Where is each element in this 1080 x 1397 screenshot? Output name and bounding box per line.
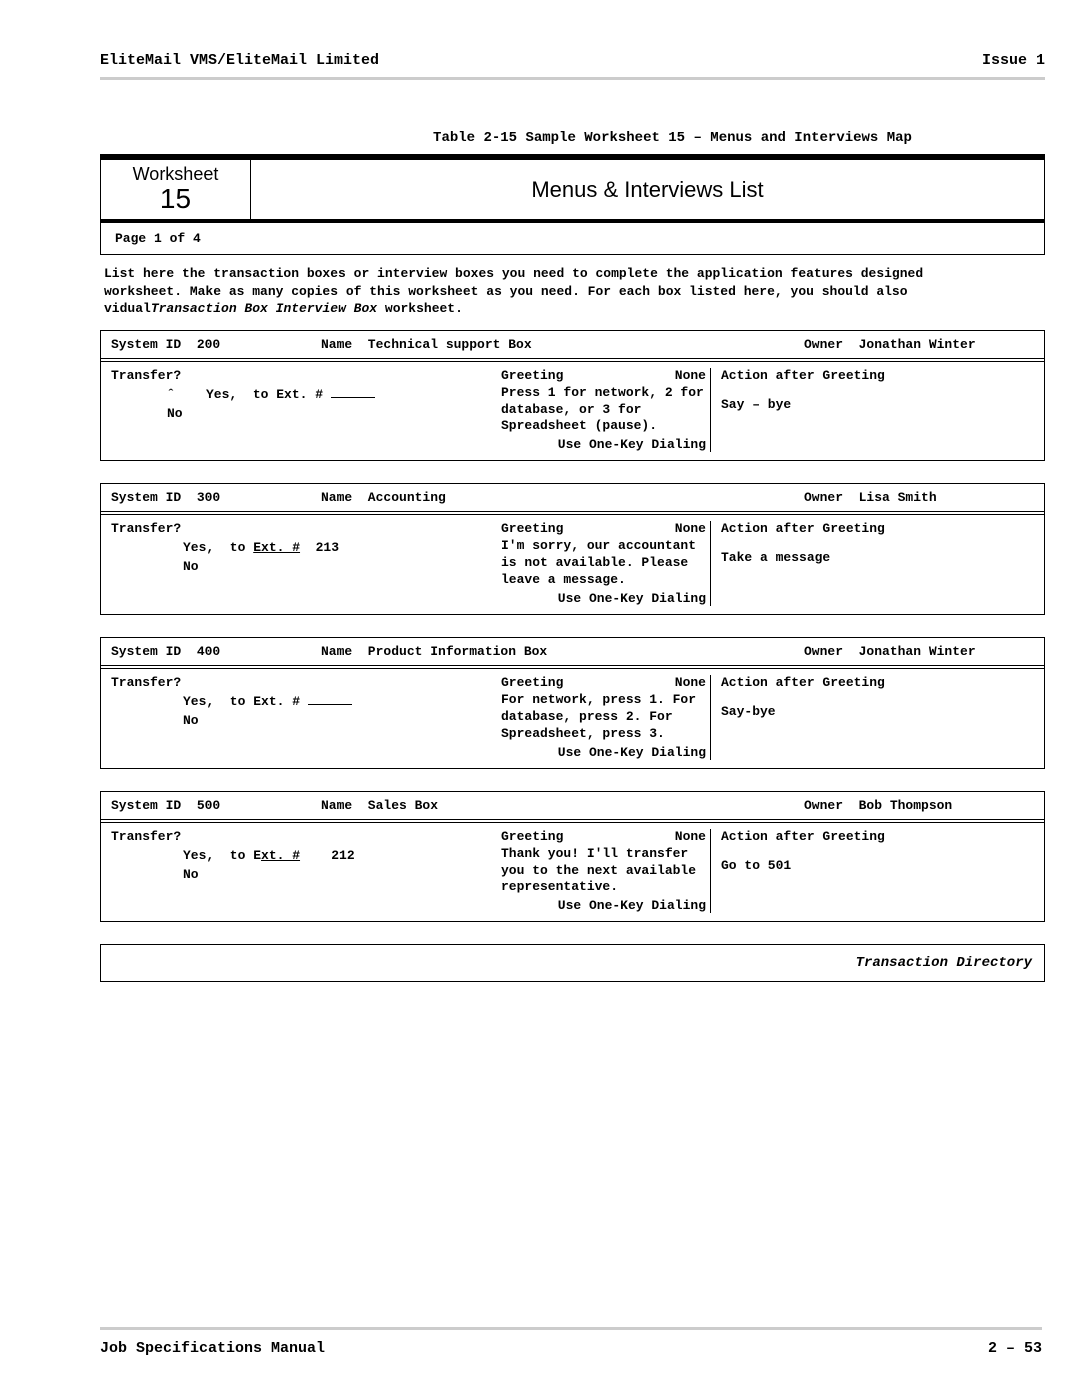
box-header: System ID 300 Name Accounting Owner Lisa… bbox=[101, 484, 1044, 515]
instr-line3d: worksheet. bbox=[385, 301, 463, 316]
box-header: System ID 200 Name Technical support Box… bbox=[101, 331, 1044, 362]
action-column: Action after Greeting Say-bye bbox=[711, 675, 1034, 760]
action-text: Go to 501 bbox=[721, 858, 1034, 873]
transfer-label: Transfer? bbox=[111, 829, 501, 844]
transfer-column: Transfer? Yes, to Ext. # 213 No bbox=[111, 521, 501, 606]
transaction-box: System ID 300 Name Accounting Owner Lisa… bbox=[100, 483, 1045, 615]
greeting-text: I'm sorry, our accountant is not availab… bbox=[501, 538, 706, 589]
box-name: Name Product Information Box bbox=[321, 644, 804, 659]
system-id: System ID 300 bbox=[111, 490, 321, 505]
worksheet-number-cell: Worksheet 15 bbox=[101, 160, 251, 219]
action-title: Action after Greeting bbox=[721, 368, 1034, 383]
action-column: Action after Greeting Say – bye bbox=[711, 368, 1034, 453]
greeting-footer: Use One-Key Dialing bbox=[501, 898, 706, 913]
box-name: Name Accounting bbox=[321, 490, 804, 505]
transfer-no: No bbox=[111, 713, 501, 728]
worksheet-header: Worksheet 15 Menus & Interviews List bbox=[100, 154, 1045, 223]
transaction-box: System ID 500 Name Sales Box Owner Bob T… bbox=[100, 791, 1045, 923]
instructions: List here the transaction boxes or inter… bbox=[104, 265, 1041, 318]
page-footer: Job Specifications Manual 2 – 53 bbox=[100, 1327, 1042, 1357]
system-id: System ID 400 bbox=[111, 644, 321, 659]
greeting-header: Greeting None bbox=[501, 368, 706, 383]
greeting-header: Greeting None bbox=[501, 675, 706, 690]
greeting-text: For network, press 1. For database, pres… bbox=[501, 692, 706, 743]
worksheet-number: 15 bbox=[101, 185, 250, 213]
instr-line3a: vidual bbox=[104, 301, 151, 316]
box-body: Transfer? ˆ Yes, to Ext. # No Greeting N… bbox=[101, 362, 1044, 461]
greeting-text: Thank you! I'll transfer you to the next… bbox=[501, 846, 706, 897]
transfer-no: No bbox=[111, 559, 501, 574]
footer-right: 2 – 53 bbox=[988, 1340, 1042, 1357]
box-name: Name Sales Box bbox=[321, 798, 804, 813]
greeting-text: Press 1 for network, 2 for database, or … bbox=[501, 385, 706, 436]
boxes-list: System ID 200 Name Technical support Box… bbox=[100, 330, 1045, 923]
box-name: Name Technical support Box bbox=[321, 337, 804, 352]
action-title: Action after Greeting bbox=[721, 521, 1034, 536]
box-body: Transfer? Yes, to Ext. # 212 No Greeting… bbox=[101, 823, 1044, 922]
greeting-footer: Use One-Key Dialing bbox=[501, 591, 706, 606]
transfer-label: Transfer? bbox=[111, 675, 501, 690]
box-header: System ID 500 Name Sales Box Owner Bob T… bbox=[101, 792, 1044, 823]
greeting-none: None bbox=[675, 829, 706, 844]
instr-line1: List here the transaction boxes or inter… bbox=[104, 266, 923, 281]
transfer-yes: Yes, to Ext. # 213 bbox=[111, 540, 501, 555]
greeting-column: Greeting None Press 1 for network, 2 for… bbox=[501, 368, 711, 453]
greeting-label: Greeting bbox=[501, 368, 563, 383]
system-id: System ID 500 bbox=[111, 798, 321, 813]
greeting-label: Greeting bbox=[501, 675, 563, 690]
header-right: Issue 1 bbox=[982, 52, 1045, 69]
action-text: Say – bye bbox=[721, 397, 1034, 412]
system-id: System ID 200 bbox=[111, 337, 321, 352]
header-left: EliteMail VMS/EliteMail Limited bbox=[100, 52, 379, 69]
action-column: Action after Greeting Go to 501 bbox=[711, 829, 1034, 914]
worksheet-title: Menus & Interviews List bbox=[251, 160, 1044, 219]
instr-line2: worksheet. Make as many copies of this w… bbox=[104, 284, 908, 299]
instr-tbox: Transaction Box bbox=[151, 301, 268, 316]
greeting-label: Greeting bbox=[501, 829, 563, 844]
instr-ibox: Interview Box bbox=[276, 301, 377, 316]
transaction-box: System ID 400 Name Product Information B… bbox=[100, 637, 1045, 769]
transfer-yes: ˆ Yes, to Ext. # bbox=[111, 387, 501, 402]
box-owner: Owner Bob Thompson bbox=[804, 798, 1034, 813]
box-owner: Owner Jonathan Winter bbox=[804, 337, 1034, 352]
transfer-label: Transfer? bbox=[111, 368, 501, 383]
transaction-directory: Transaction Directory bbox=[100, 944, 1045, 982]
greeting-header: Greeting None bbox=[501, 521, 706, 536]
transfer-column: Transfer? Yes, to Ext. # No bbox=[111, 675, 501, 760]
action-column: Action after Greeting Take a message bbox=[711, 521, 1034, 606]
transfer-yes: Yes, to Ext. # bbox=[111, 694, 501, 709]
transfer-no: No bbox=[111, 406, 501, 421]
transfer-label: Transfer? bbox=[111, 521, 501, 536]
greeting-label: Greeting bbox=[501, 521, 563, 536]
action-title: Action after Greeting bbox=[721, 675, 1034, 690]
greeting-none: None bbox=[675, 368, 706, 383]
action-title: Action after Greeting bbox=[721, 829, 1034, 844]
box-owner: Owner Lisa Smith bbox=[804, 490, 1034, 505]
box-body: Transfer? Yes, to Ext. # No Greeting Non… bbox=[101, 669, 1044, 768]
transfer-yes: Yes, to Ext. # 212 bbox=[111, 848, 501, 863]
box-owner: Owner Jonathan Winter bbox=[804, 644, 1034, 659]
transfer-column: Transfer? Yes, to Ext. # 212 No bbox=[111, 829, 501, 914]
action-text: Take a message bbox=[721, 550, 1034, 565]
transfer-column: Transfer? ˆ Yes, to Ext. # No bbox=[111, 368, 501, 453]
page-indicator: Page 1 of 4 bbox=[100, 223, 1045, 255]
page-header: EliteMail VMS/EliteMail Limited Issue 1 bbox=[100, 52, 1045, 80]
box-header: System ID 400 Name Product Information B… bbox=[101, 638, 1044, 669]
greeting-none: None bbox=[675, 521, 706, 536]
transfer-no: No bbox=[111, 867, 501, 882]
action-text: Say-bye bbox=[721, 704, 1034, 719]
greeting-none: None bbox=[675, 675, 706, 690]
greeting-column: Greeting None For network, press 1. For … bbox=[501, 675, 711, 760]
table-caption: Table 2-15 Sample Worksheet 15 – Menus a… bbox=[100, 130, 1045, 146]
greeting-footer: Use One-Key Dialing bbox=[501, 745, 706, 760]
transaction-box: System ID 200 Name Technical support Box… bbox=[100, 330, 1045, 462]
footer-left: Job Specifications Manual bbox=[100, 1340, 325, 1357]
greeting-column: Greeting None Thank you! I'll transfer y… bbox=[501, 829, 711, 914]
greeting-column: Greeting None I'm sorry, our accountant … bbox=[501, 521, 711, 606]
box-body: Transfer? Yes, to Ext. # 213 No Greeting… bbox=[101, 515, 1044, 614]
worksheet-label: Worksheet bbox=[101, 164, 250, 185]
greeting-header: Greeting None bbox=[501, 829, 706, 844]
greeting-footer: Use One-Key Dialing bbox=[501, 437, 706, 452]
